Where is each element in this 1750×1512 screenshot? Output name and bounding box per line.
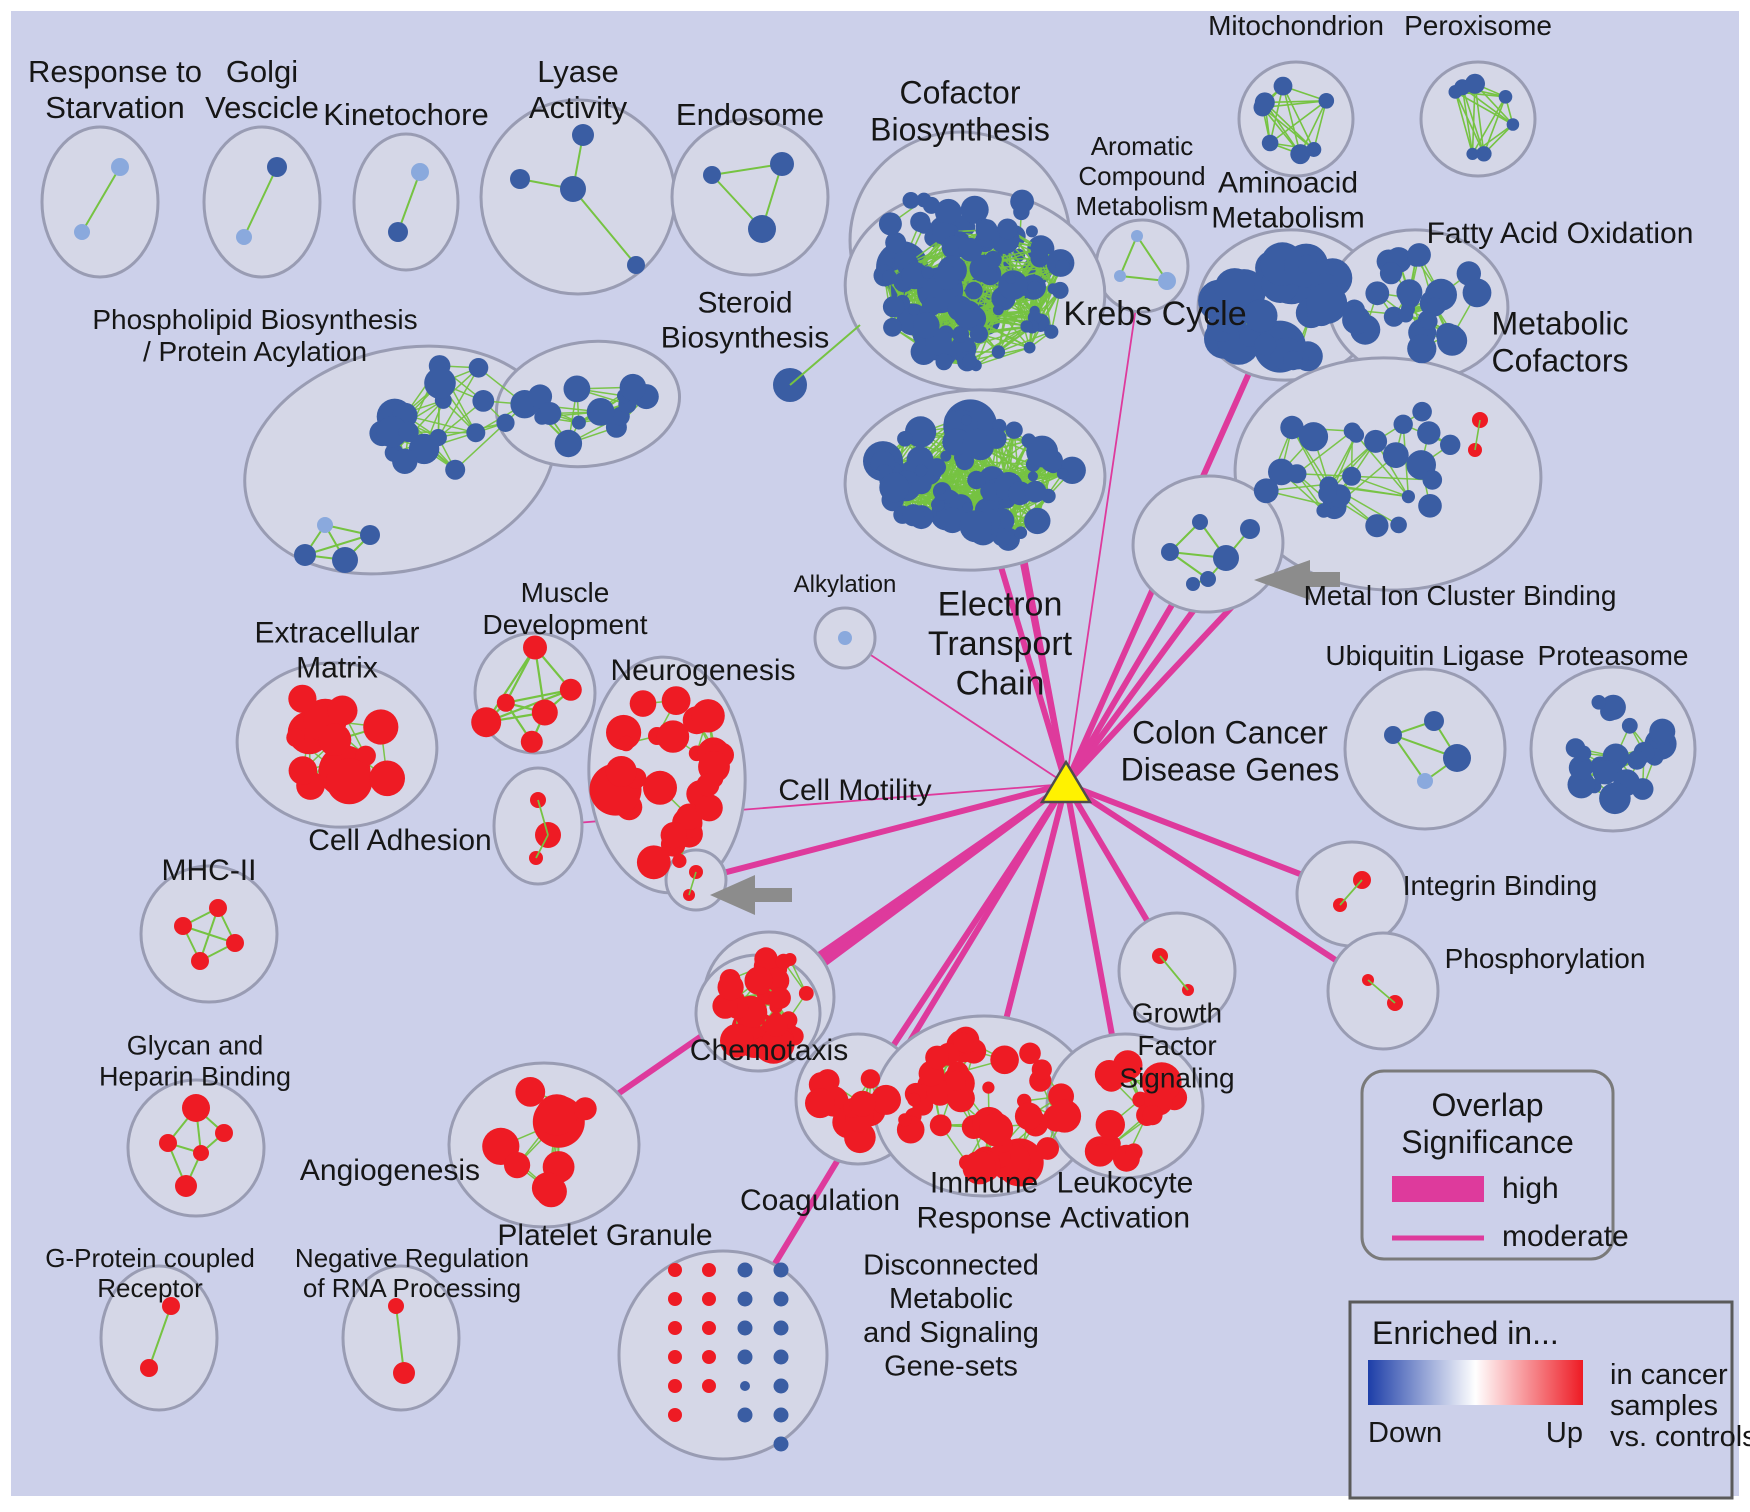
svg-text:Metabolism: Metabolism xyxy=(1211,201,1364,234)
svg-text:Alkylation: Alkylation xyxy=(794,571,897,598)
svg-text:Up: Up xyxy=(1546,1417,1583,1449)
svg-text:Cofactor: Cofactor xyxy=(900,74,1021,110)
svg-text:Activity: Activity xyxy=(529,90,628,125)
svg-text:Matrix: Matrix xyxy=(296,651,378,684)
svg-text:Gene-sets: Gene-sets xyxy=(884,1351,1018,1383)
svg-text:Muscle: Muscle xyxy=(521,577,610,608)
svg-text:vs. controls: vs. controls xyxy=(1610,1421,1750,1453)
svg-text:samples: samples xyxy=(1610,1390,1718,1422)
svg-text:Metabolic: Metabolic xyxy=(1492,305,1629,341)
svg-text:Phosphorylation: Phosphorylation xyxy=(1445,943,1646,974)
svg-text:Chain: Chain xyxy=(956,664,1045,702)
svg-text:in cancer: in cancer xyxy=(1610,1359,1728,1391)
svg-text:Biosynthesis: Biosynthesis xyxy=(661,321,829,354)
svg-text:Kinetochore: Kinetochore xyxy=(323,97,488,132)
svg-text:Neurogenesis: Neurogenesis xyxy=(610,654,795,687)
svg-text:Factor: Factor xyxy=(1137,1030,1216,1061)
svg-text:MHC-II: MHC-II xyxy=(162,854,257,887)
svg-text:Colon Cancer: Colon Cancer xyxy=(1132,714,1328,750)
svg-text:Receptor: Receptor xyxy=(97,1273,203,1303)
svg-text:Overlap: Overlap xyxy=(1431,1087,1543,1123)
svg-text:Immune: Immune xyxy=(930,1167,1038,1200)
svg-text:Transport: Transport xyxy=(928,625,1073,663)
svg-text:Disconnected: Disconnected xyxy=(863,1250,1039,1282)
svg-text:Response: Response xyxy=(916,1201,1051,1234)
svg-text:Steroid: Steroid xyxy=(697,287,792,320)
svg-text:Vescicle: Vescicle xyxy=(205,90,319,125)
svg-text:Negative Regulation: Negative Regulation xyxy=(295,1243,529,1273)
svg-text:Electron: Electron xyxy=(938,586,1063,624)
svg-text:Metal Ion Cluster Binding: Metal Ion Cluster Binding xyxy=(1304,580,1617,611)
svg-text:Biosynthesis: Biosynthesis xyxy=(870,112,1050,148)
svg-text:high: high xyxy=(1502,1172,1559,1205)
svg-text:Proteasome: Proteasome xyxy=(1538,640,1689,671)
svg-text:Golgi: Golgi xyxy=(226,54,298,89)
svg-text:Mitochondrion: Mitochondrion xyxy=(1208,10,1384,41)
svg-text:Significance: Significance xyxy=(1401,1124,1574,1160)
svg-text:G-Protein coupled: G-Protein coupled xyxy=(45,1243,255,1273)
svg-text:Aromatic: Aromatic xyxy=(1091,131,1194,161)
svg-text:Disease Genes: Disease Genes xyxy=(1121,752,1340,788)
svg-text:of RNA Processing: of RNA Processing xyxy=(303,1273,521,1303)
svg-text:Krebs Cycle: Krebs Cycle xyxy=(1063,295,1246,333)
svg-text:Enriched in...: Enriched in... xyxy=(1372,1315,1559,1351)
svg-text:and Signaling: and Signaling xyxy=(863,1317,1039,1349)
svg-text:Lyase: Lyase xyxy=(537,54,619,89)
svg-text:Cell Motility: Cell Motility xyxy=(778,774,931,807)
svg-text:Platelet Granule: Platelet Granule xyxy=(497,1219,712,1252)
svg-text:Heparin Binding: Heparin Binding xyxy=(99,1062,291,1092)
svg-text:Aminoacid: Aminoacid xyxy=(1218,167,1358,200)
svg-text:Down: Down xyxy=(1368,1417,1442,1449)
svg-text:Activation: Activation xyxy=(1060,1201,1190,1234)
svg-text:Cell Adhesion: Cell Adhesion xyxy=(308,824,491,857)
svg-text:Metabolic: Metabolic xyxy=(889,1283,1013,1315)
svg-text:Compound: Compound xyxy=(1078,161,1205,191)
svg-text:Cofactors: Cofactors xyxy=(1492,343,1629,379)
svg-text:Metabolism: Metabolism xyxy=(1076,191,1209,221)
svg-text:Chemotaxis: Chemotaxis xyxy=(690,1034,848,1067)
svg-text:Ubiquitin Ligase: Ubiquitin Ligase xyxy=(1325,640,1524,671)
svg-text:Fatty Acid Oxidation: Fatty Acid Oxidation xyxy=(1427,217,1694,250)
svg-text:Response to: Response to xyxy=(28,54,202,89)
svg-text:Development: Development xyxy=(483,609,648,640)
svg-text:Leukocyte: Leukocyte xyxy=(1057,1167,1194,1200)
svg-text:Angiogenesis: Angiogenesis xyxy=(300,1154,480,1187)
svg-text:Glycan and: Glycan and xyxy=(127,1030,264,1060)
svg-text:Peroxisome: Peroxisome xyxy=(1404,10,1552,41)
svg-text:Endosome: Endosome xyxy=(676,97,824,132)
svg-text:Signaling: Signaling xyxy=(1119,1063,1234,1094)
svg-text:moderate: moderate xyxy=(1502,1220,1629,1253)
svg-text:/ Protein Acylation: / Protein Acylation xyxy=(143,336,367,367)
svg-text:Integrin Binding: Integrin Binding xyxy=(1403,870,1598,901)
svg-text:Growth: Growth xyxy=(1132,998,1222,1029)
svg-text:Phospholipid Biosynthesis: Phospholipid Biosynthesis xyxy=(92,304,417,335)
svg-text:Coagulation: Coagulation xyxy=(740,1184,900,1217)
svg-text:Extracellular: Extracellular xyxy=(254,617,419,650)
svg-text:Starvation: Starvation xyxy=(45,90,185,125)
